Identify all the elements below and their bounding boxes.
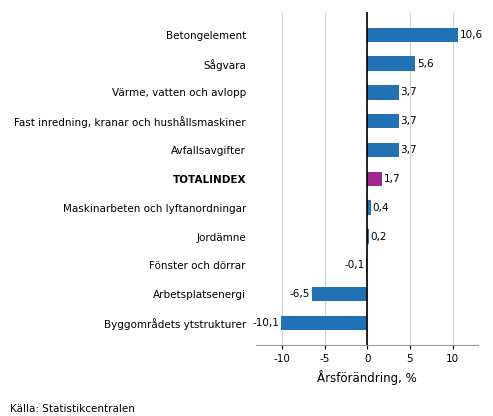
Bar — [367, 201, 371, 215]
Bar — [367, 57, 415, 71]
Text: 0,4: 0,4 — [372, 203, 389, 213]
Bar — [367, 85, 399, 100]
Text: -0,1: -0,1 — [345, 260, 365, 270]
Bar — [281, 316, 367, 330]
Text: 3,7: 3,7 — [400, 145, 417, 155]
Bar — [366, 258, 367, 272]
X-axis label: Årsförändring, %: Årsförändring, % — [317, 370, 417, 385]
Text: 10,6: 10,6 — [459, 30, 483, 40]
Text: 1,7: 1,7 — [384, 174, 400, 184]
Text: 5,6: 5,6 — [417, 59, 433, 69]
Text: 3,7: 3,7 — [400, 87, 417, 97]
Bar — [367, 27, 458, 42]
Text: -10,1: -10,1 — [252, 318, 280, 328]
Bar — [312, 287, 367, 301]
Bar — [367, 172, 382, 186]
Text: Källa: Statistikcentralen: Källa: Statistikcentralen — [10, 404, 135, 414]
Text: -6,5: -6,5 — [290, 289, 310, 299]
Bar — [367, 114, 399, 129]
Bar — [367, 143, 399, 157]
Bar — [367, 229, 369, 244]
Text: 3,7: 3,7 — [400, 116, 417, 126]
Text: 0,2: 0,2 — [371, 232, 387, 242]
